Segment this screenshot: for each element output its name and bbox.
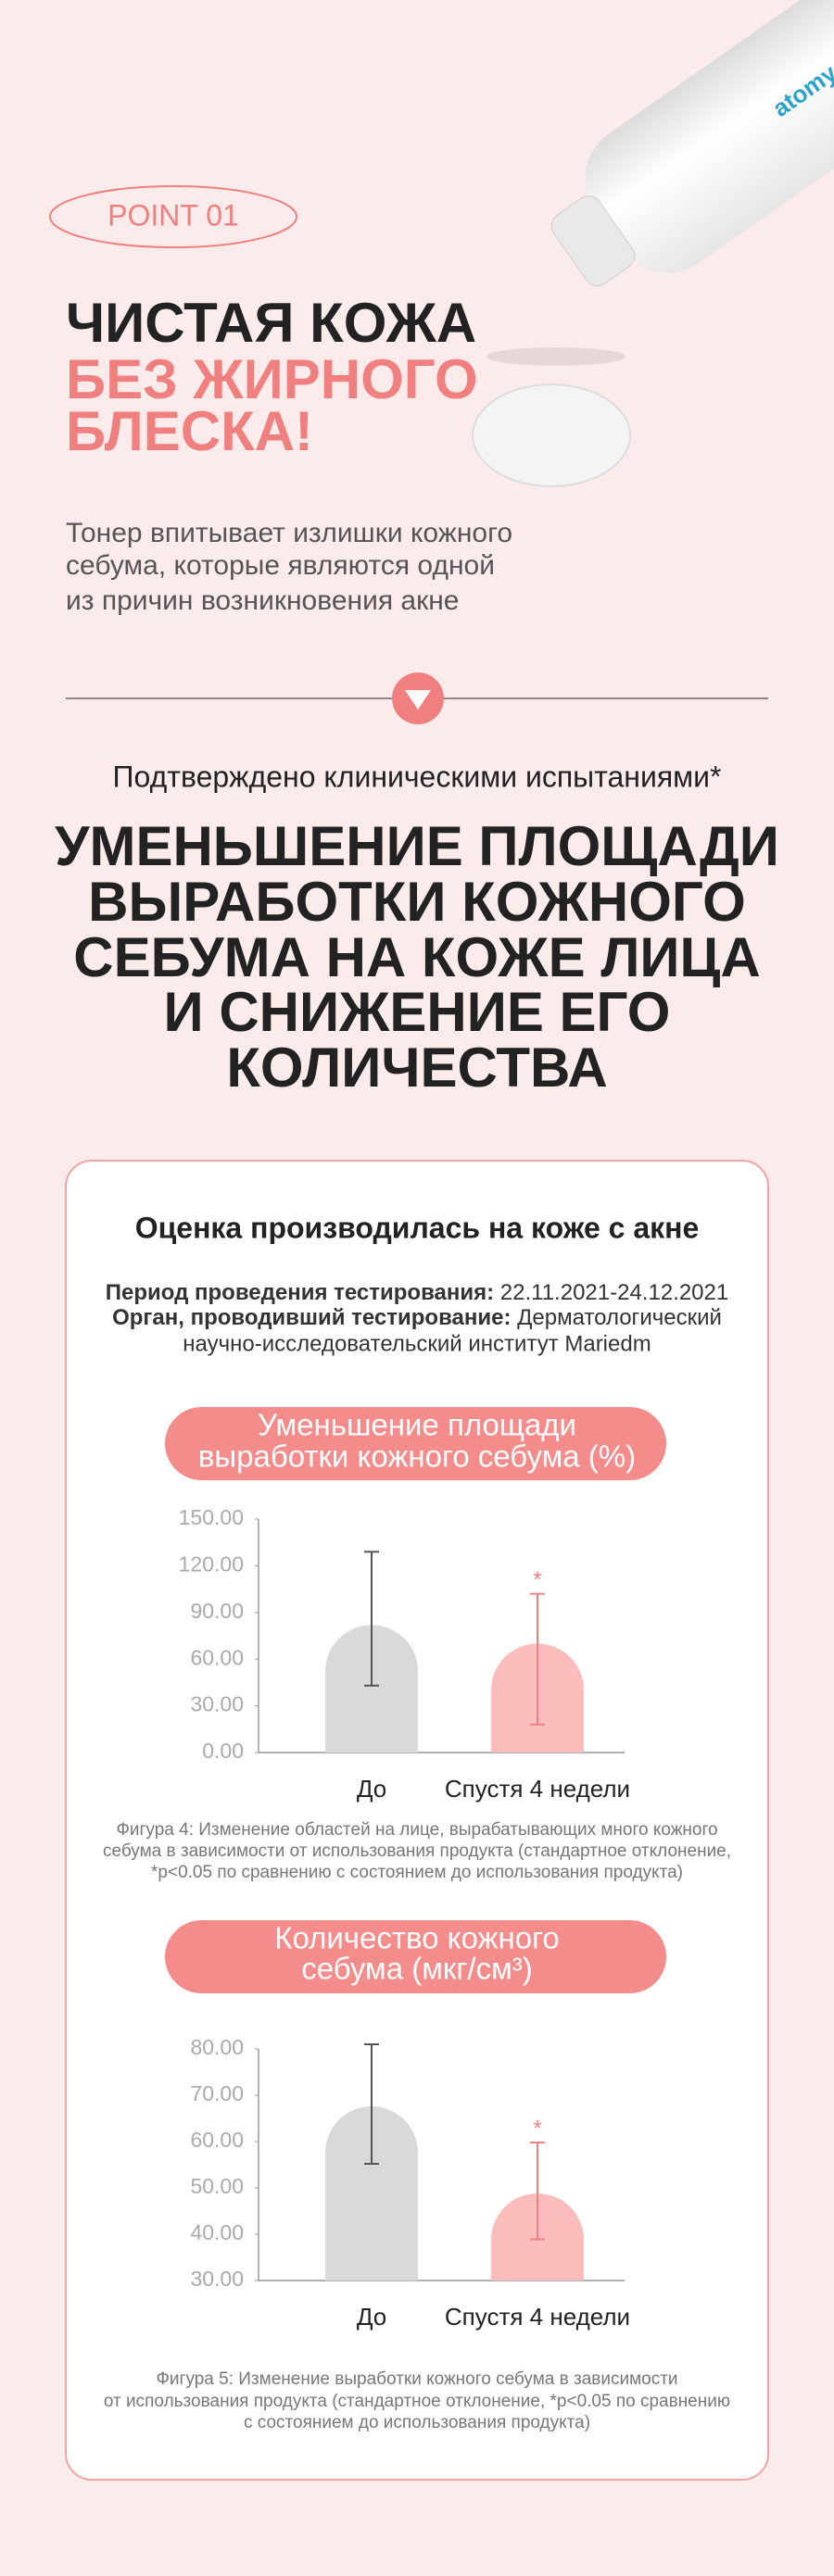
badge-outline [49, 185, 297, 248]
y-tick-label: 30.00 [190, 2267, 244, 2291]
chart-caption: Фигура 5: Изменение выработки кожного се… [156, 2369, 677, 2389]
claim-title-line: ВЫРАБОТКИ КОЖНОГО [88, 871, 746, 933]
chart-title: Уменьшение площади [258, 1408, 576, 1442]
product-illustration: atomy [472, 0, 834, 487]
y-tick-label: 60.00 [190, 1645, 244, 1669]
study-organ: Орган, проводивший тестирование: Дермато… [112, 1305, 722, 1330]
x-tick-label: Спустя 4 недели [445, 2303, 630, 2331]
chart-title-pill [165, 1407, 666, 1480]
y-tick-label: 120.00 [179, 1552, 244, 1576]
y-tick-label: 90.00 [190, 1599, 244, 1623]
study-period: Период проведения тестирования: 22.11.20… [106, 1280, 728, 1305]
claim-title-line: КОЛИЧЕСТВА [226, 1037, 607, 1099]
heading-line: БЕЗ ЖИРНОГО [66, 348, 478, 410]
error-bar [364, 2043, 379, 2165]
significance-marker: * [533, 2116, 541, 2141]
error-bar [530, 1592, 545, 1726]
organ-value: научно-исследовательский институт Maried… [183, 1331, 651, 1356]
chart-caption: себума в зависимости от использования пр… [103, 1841, 731, 1861]
chart-caption: с состоянием до использования продукта) [244, 2413, 590, 2432]
claim-title-line: СЕБУМА НА КОЖЕ ЛИЦА [73, 926, 760, 988]
chart-caption: от использования продукта (стандартное о… [104, 2392, 730, 2411]
claim-subtitle: Подтверждено клиническими испытаниями* [113, 760, 722, 793]
error-bar [530, 2142, 545, 2241]
bar [325, 2106, 418, 2281]
claim-title-line: И СНИЖЕНИЕ ЕГО [164, 981, 671, 1043]
y-tick-label: 50.00 [190, 2174, 244, 2198]
period-label: Период проведения тестирования: [106, 1280, 494, 1305]
x-tick-label: До [357, 1775, 386, 1803]
chart-caption: Фигура 4: Изменение областей на лице, вы… [116, 1820, 717, 1840]
bar [325, 1625, 418, 1753]
y-tick-label: 40.00 [190, 2220, 244, 2244]
study-card [65, 1160, 769, 2481]
significance-marker: * [533, 1567, 541, 1592]
y-tick-label: 0.00 [202, 1739, 244, 1763]
period-value: 22.11.2021-24.12.2021 [500, 1280, 728, 1305]
y-tick-label: 30.00 [190, 1692, 244, 1716]
chart-caption: *p<0.05 по сравнению с состоянием до исп… [151, 1863, 683, 1882]
chart-title: выработки кожного себума (%) [198, 1439, 636, 1474]
heading-line: ЧИСТАЯ КОЖА [66, 292, 476, 354]
badge: POINT 01 [107, 198, 239, 232]
x-tick-label: До [357, 2303, 386, 2331]
organ-value: Дерматологический [517, 1305, 722, 1330]
y-tick-label: 150.00 [179, 1505, 244, 1529]
claim-title-line: УМЕНЬШЕНИЕ ПЛОЩАДИ [55, 815, 779, 877]
y-tick-label: 70.00 [190, 2081, 244, 2105]
error-bar [364, 1551, 379, 1687]
chart-title: себума (мкг/см³) [301, 1952, 532, 1986]
body-line: Тонер впитывает излишки кожного [66, 518, 512, 548]
heading-line: БЛЕСКА! [66, 400, 313, 462]
y-tick-label: 80.00 [190, 2035, 244, 2059]
divider-arrow [405, 690, 431, 710]
chart-title: Количество кожного [274, 1921, 560, 1955]
organ-label: Орган, проводивший тестирование: [112, 1305, 511, 1330]
x-tick-label: Спустя 4 недели [445, 1775, 630, 1803]
chart-title-pill [165, 1920, 666, 1993]
body-line: из причин возникновения акне [66, 585, 459, 616]
y-tick-label: 60.00 [190, 2128, 244, 2152]
study-heading: Оценка производилась на коже с акне [135, 1211, 700, 1244]
body-line: себума, которые являются одной [66, 550, 495, 581]
